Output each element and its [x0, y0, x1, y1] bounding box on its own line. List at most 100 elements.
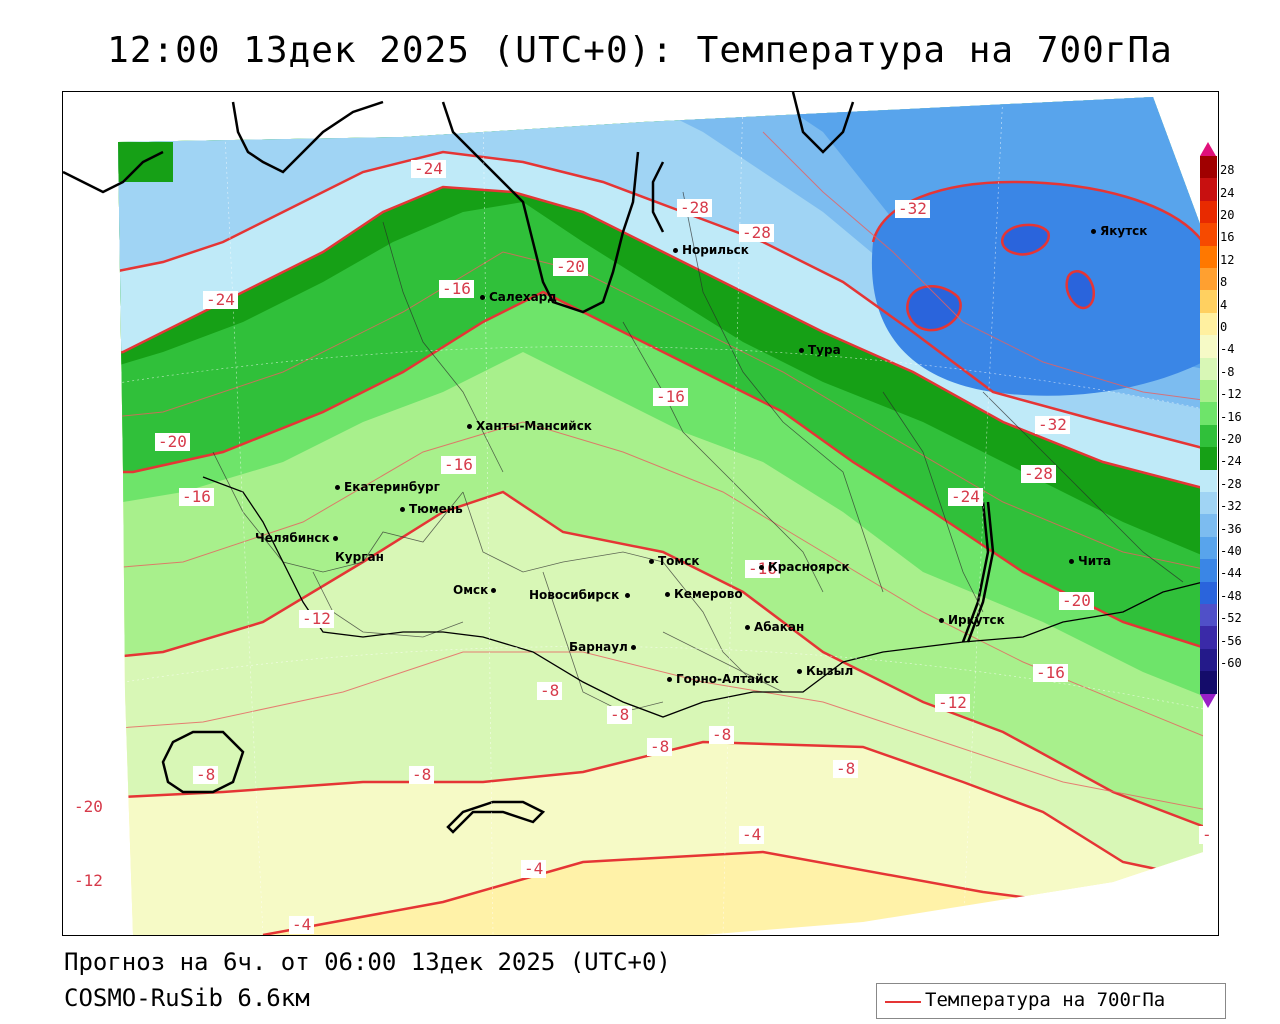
- colorbar-cell: [1200, 447, 1217, 470]
- contour-label: -12: [71, 872, 106, 890]
- city-khanty-mansiysk: Ханты-Мансийск: [467, 419, 592, 433]
- colorbar-tick-label: -60: [1220, 656, 1242, 670]
- colorbar-tick-label: 16: [1220, 230, 1235, 245]
- colorbar-cell: [1200, 604, 1217, 627]
- city-tyumen: Тюмень: [400, 502, 463, 516]
- contour-label: -4: [289, 916, 315, 934]
- city-irkutsk: Иркутск: [939, 613, 1005, 627]
- contour-label: -: [1199, 826, 1215, 844]
- contour-label: -20: [1059, 592, 1094, 610]
- colorbar-cell: [1200, 335, 1217, 358]
- colorbar-cell: [1200, 648, 1217, 672]
- colorbar-tick-label: -20: [1220, 432, 1242, 446]
- contour-label: -8: [647, 738, 673, 756]
- city-kyzyl: Кызыл: [797, 664, 853, 678]
- colorbar-cell: [1200, 671, 1217, 694]
- contour-label: -16: [179, 488, 214, 506]
- model-name: COSMO-RuSib 6.6км: [64, 984, 310, 1012]
- colorbar-cell: [1200, 626, 1217, 649]
- contour-label: -20: [71, 798, 106, 816]
- contour-label: -32: [895, 200, 930, 218]
- contour-label: -8: [607, 706, 633, 724]
- colorbar-tick-label: -12: [1220, 387, 1242, 402]
- colorbar-tick-label: 4: [1220, 297, 1228, 312]
- contour-label: -16: [1033, 664, 1068, 682]
- map-title: 12:00 13дек 2025 (UTC+0): Температура на…: [107, 30, 1173, 71]
- colorbar-cell: [1200, 380, 1217, 403]
- colorbar-bottom-arrow: [1200, 693, 1216, 708]
- colorbar-cell: [1200, 268, 1217, 291]
- temperature-map: -24 -28 -28 -32 -20 -24 -16 -20 -16 -32 …: [62, 91, 1219, 936]
- contour-label: -8: [709, 726, 735, 744]
- colorbar-tick-label: -40: [1220, 544, 1242, 558]
- city-chita: Чита: [1069, 554, 1111, 568]
- city-ekaterinburg: Екатеринбург: [335, 480, 440, 494]
- contour-label: -20: [155, 433, 190, 451]
- colorbar-cell: [1200, 290, 1217, 313]
- city-chelyabinsk: Челябинск: [255, 531, 342, 545]
- colorbar-cell: [1200, 312, 1217, 336]
- city-tura: Тура: [799, 343, 841, 357]
- city-abakan: Абакан: [745, 620, 804, 634]
- colorbar-tick-label: -56: [1220, 633, 1242, 648]
- contour-label: -4: [521, 860, 547, 878]
- contour-label: -28: [739, 224, 774, 242]
- colorbar-tick-label: -16: [1220, 409, 1242, 424]
- colorbar-tick-label: 8: [1220, 275, 1228, 290]
- colorbar-cell: [1200, 559, 1217, 582]
- contour-label: -16: [439, 280, 474, 298]
- colorbar-cell: [1200, 357, 1217, 380]
- colorbar-cell: [1200, 469, 1217, 492]
- colorbar-tick-label: 24: [1220, 185, 1235, 200]
- contour-label: -28: [677, 199, 712, 217]
- contour-label: -32: [1035, 416, 1070, 434]
- colorbar-tick-label: -32: [1220, 499, 1242, 514]
- contour-label: -8: [833, 760, 859, 778]
- contour-label: -20: [553, 258, 588, 276]
- colorbar-tick-label: -4: [1220, 342, 1235, 357]
- colorbar-cell: [1200, 492, 1217, 515]
- legend-label: Температура на 700гПа: [925, 989, 1166, 1011]
- city-omsk: Омск: [453, 583, 500, 597]
- city-barnaul: Барнаул: [569, 640, 640, 654]
- colorbar-cell: [1200, 424, 1217, 448]
- city-gorno-altaysk: Горно-Алтайск: [667, 672, 779, 686]
- legend-line-swatch: [885, 1001, 921, 1003]
- colorbar-cell: [1200, 402, 1217, 425]
- colorbar-tick-label: -28: [1220, 476, 1242, 491]
- contour-label: -16: [441, 456, 476, 474]
- city-yakutsk: Якутск: [1091, 224, 1147, 238]
- colorbar-cell: [1200, 223, 1217, 246]
- contour-label: -24: [948, 488, 983, 506]
- colorbar-tick-label: 12: [1220, 252, 1235, 267]
- colorbar-cell: [1200, 514, 1217, 537]
- colorbar-tick-label: 28: [1220, 163, 1235, 178]
- legend: Температура на 700гПа: [876, 983, 1226, 1019]
- colorbar-cell: [1200, 156, 1217, 179]
- colorbar-cell: [1200, 245, 1217, 268]
- city-krasnoyarsk: Красноярск: [759, 560, 850, 574]
- city-kemerovo: Кемерово: [665, 587, 743, 601]
- contour-label: -12: [299, 610, 334, 628]
- colorbar-tick-label: -52: [1220, 611, 1242, 626]
- colorbar-tick-label: -36: [1220, 521, 1242, 536]
- colorbar-tick-label: -8: [1220, 364, 1235, 379]
- city-salekhard: Салехард: [480, 290, 557, 304]
- colorbar-tick-label: -48: [1220, 588, 1242, 603]
- city-kurgan: Курган: [335, 550, 384, 564]
- city-norilsk: Норильск: [673, 243, 749, 257]
- contour-label: -8: [537, 682, 563, 700]
- contour-label: -24: [203, 291, 238, 309]
- contour-label: -28: [1021, 465, 1056, 483]
- contour-label: -4: [739, 826, 765, 844]
- contour-label: -12: [935, 694, 970, 712]
- colorbar-tick-label: -24: [1220, 454, 1242, 469]
- contour-label: -8: [409, 766, 435, 784]
- colorbar-tick-label: 0: [1220, 320, 1228, 334]
- colorbar-cell: [1200, 178, 1217, 201]
- city-novosibirsk: Новосибирск: [529, 588, 634, 602]
- colorbar-tick-label: -44: [1220, 566, 1242, 581]
- colorbar-cell: [1200, 581, 1217, 604]
- colorbar-cell: [1200, 536, 1217, 560]
- colorbar-top-arrow: [1200, 142, 1216, 156]
